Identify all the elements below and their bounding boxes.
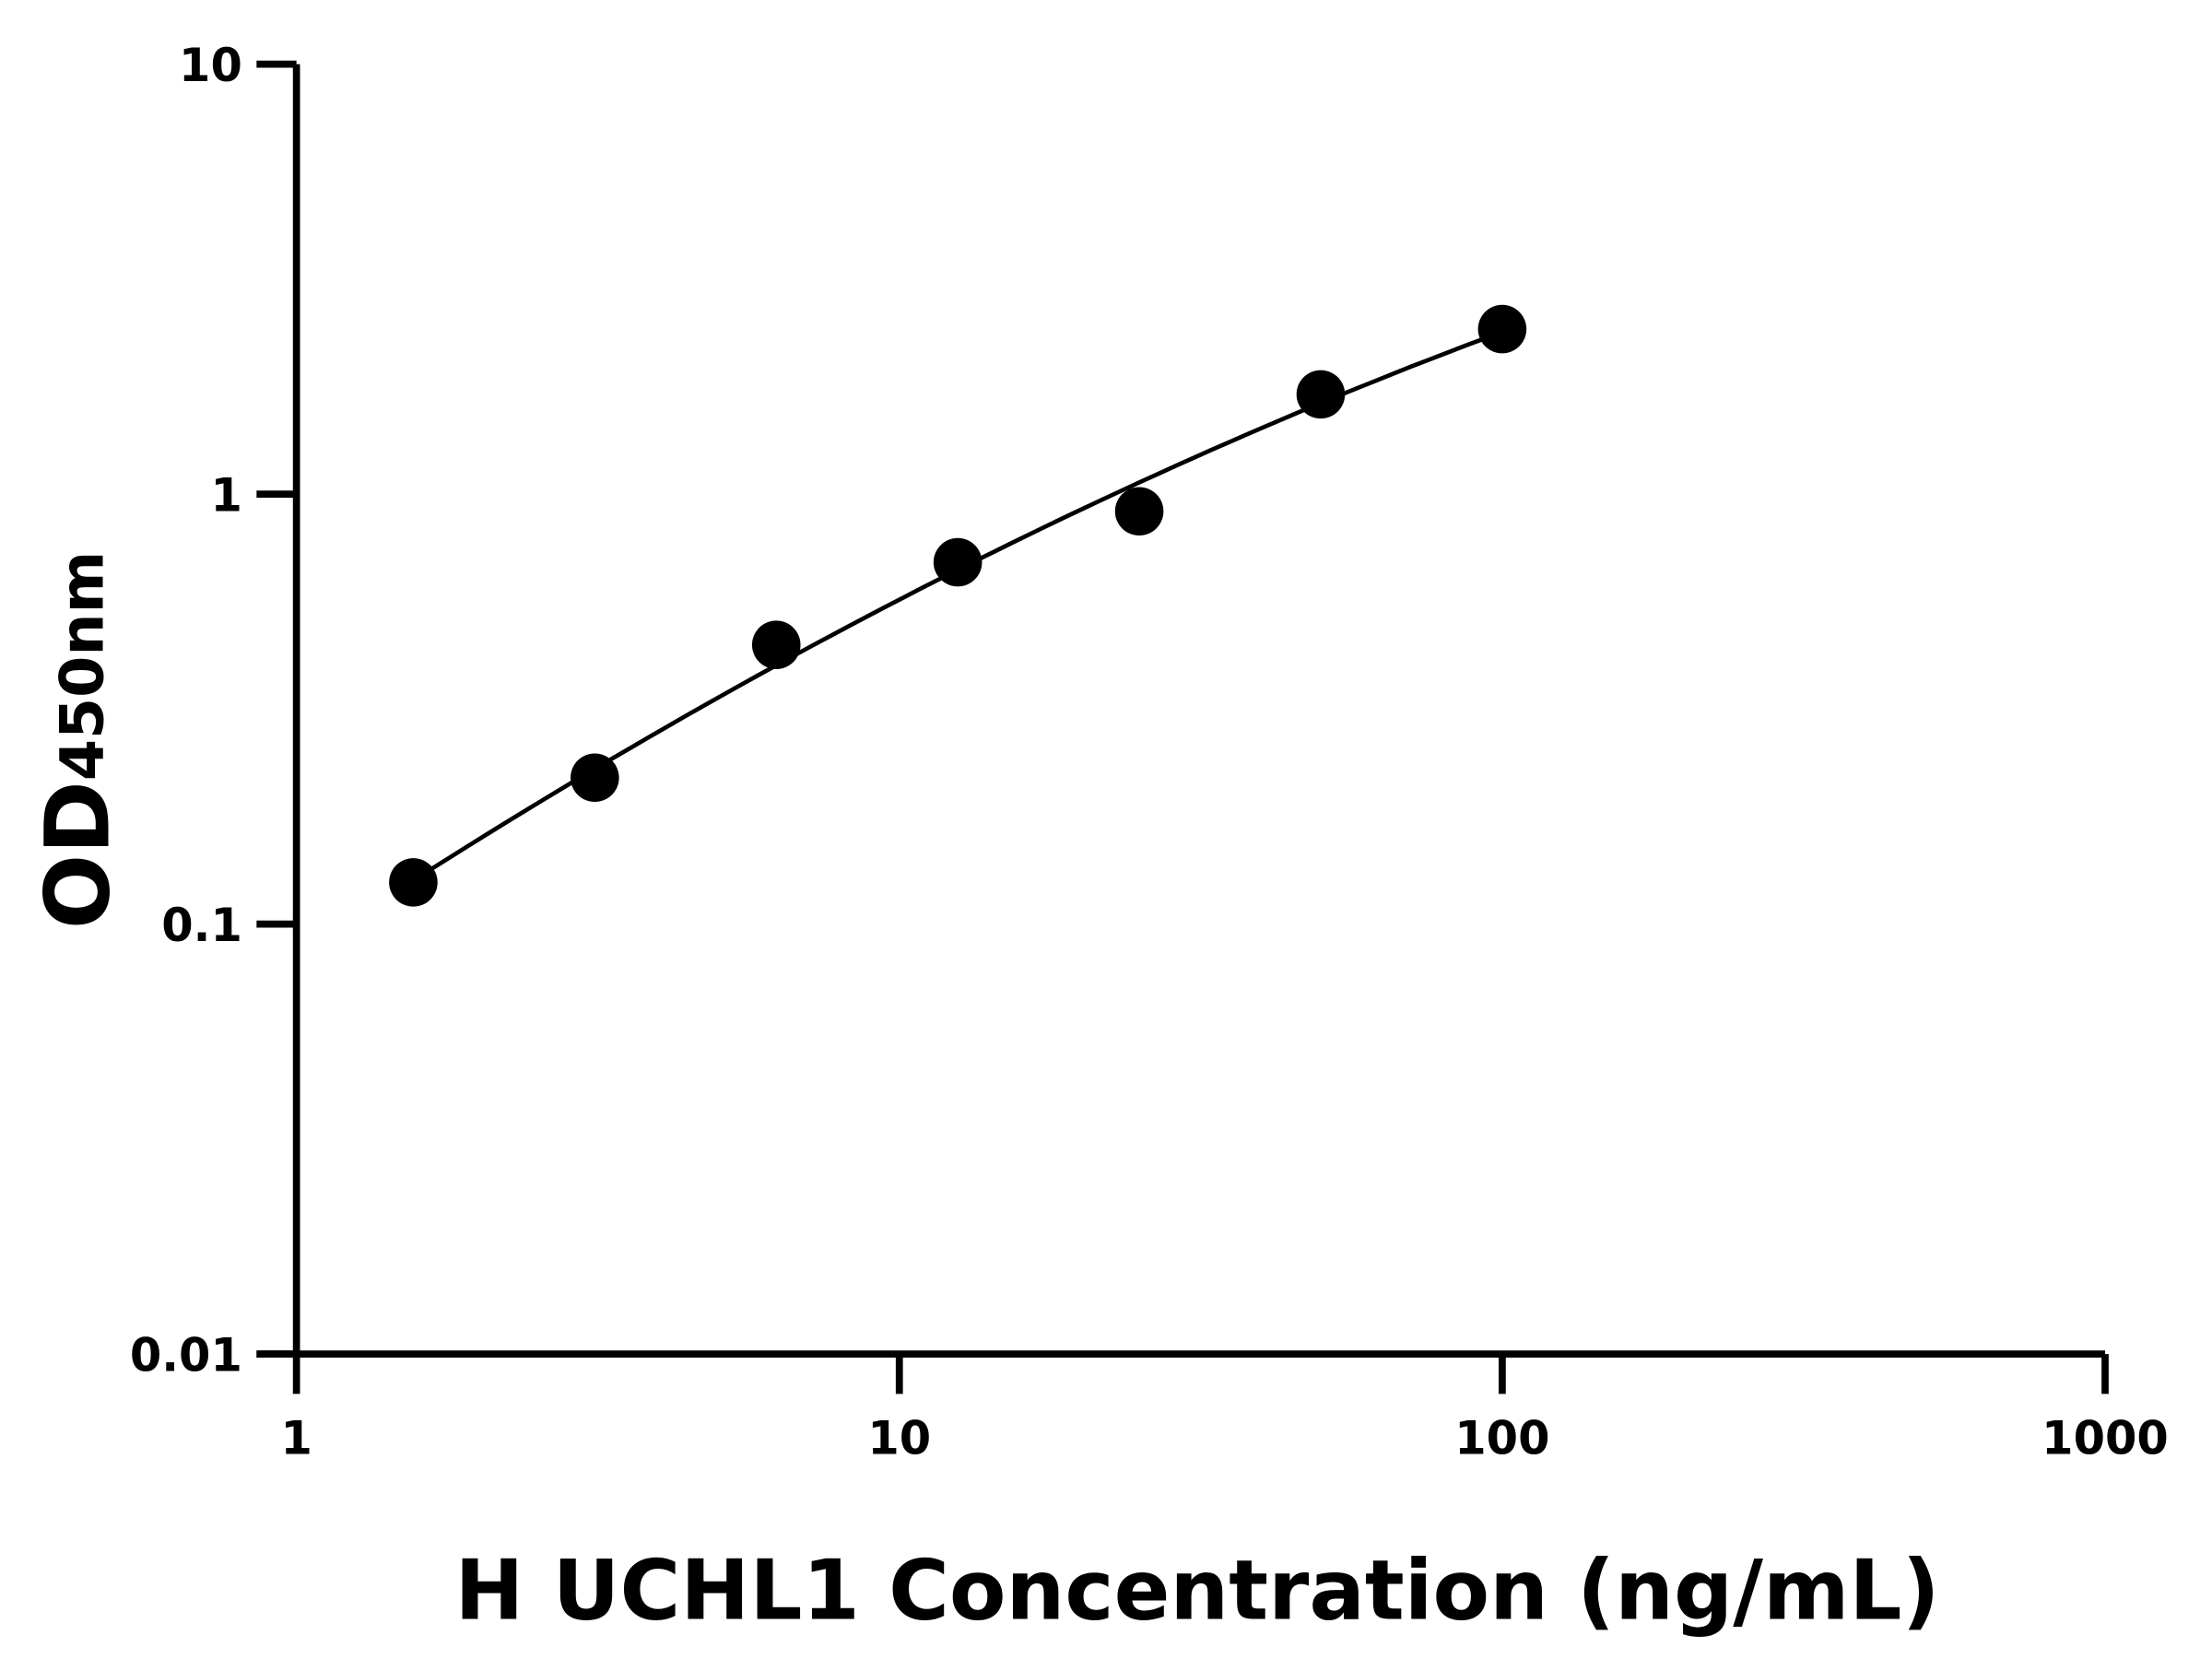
- y-axis-label: OD450nm: [27, 551, 130, 930]
- x-tick-label: 100: [1454, 1411, 1549, 1465]
- y-tick-label: 1: [210, 469, 241, 523]
- x-axis-label: H UCHL1 Concentration (ng/mL): [454, 1544, 1939, 1640]
- x-tick-label: 1000: [2041, 1411, 2169, 1465]
- data-point: [389, 858, 438, 907]
- data-point: [1477, 304, 1527, 354]
- y-tick-label: 10: [179, 39, 242, 92]
- data-points: [389, 304, 1527, 907]
- fit-curve: [412, 329, 1503, 883]
- y-axis-label-main: OD: [27, 781, 130, 929]
- data-point: [1296, 370, 1346, 419]
- y-tick-label: 0.01: [130, 1329, 242, 1382]
- y-axis-label-subscript: 450nm: [48, 551, 117, 781]
- x-tick-label: 1: [280, 1411, 312, 1465]
- data-point: [1114, 487, 1164, 536]
- x-tick-label: 10: [867, 1411, 931, 1465]
- axes: 1 10 100 1000 0.01 0.1 1 10: [130, 39, 2169, 1465]
- data-point: [933, 537, 982, 587]
- data-point: [751, 620, 801, 669]
- data-point: [571, 753, 619, 803]
- y-tick-label: 0.1: [161, 899, 242, 952]
